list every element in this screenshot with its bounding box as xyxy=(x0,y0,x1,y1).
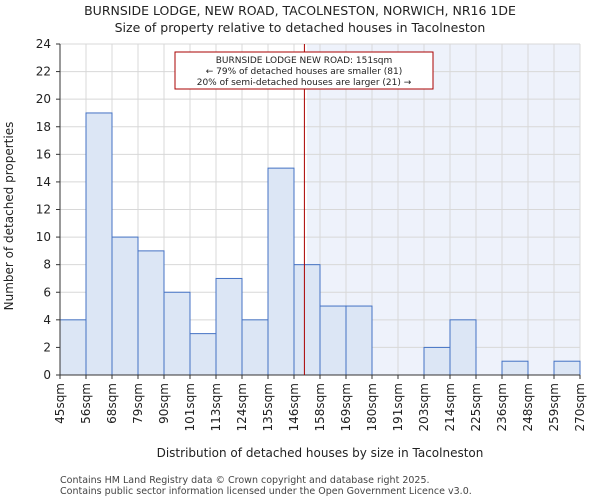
chart-container: BURNSIDE LODGE, NEW ROAD, TACOLNESTON, N… xyxy=(0,0,600,500)
y-tick-label: 0 xyxy=(43,368,51,382)
x-tick-label: 225sqm xyxy=(469,383,483,431)
bar xyxy=(216,278,242,375)
bar xyxy=(346,306,372,375)
y-tick-label: 22 xyxy=(36,65,51,79)
footer-line-1: Contains HM Land Registry data © Crown c… xyxy=(60,475,430,486)
y-tick-label: 14 xyxy=(36,175,51,189)
x-tick-label: 101sqm xyxy=(183,383,197,431)
y-tick-label: 2 xyxy=(43,340,51,354)
x-tick-label: 79sqm xyxy=(131,383,145,424)
bar xyxy=(294,265,320,375)
x-tick-label: 135sqm xyxy=(261,383,275,431)
x-tick-label: 203sqm xyxy=(417,383,431,431)
x-tick-label: 68sqm xyxy=(105,383,119,424)
bar xyxy=(450,320,476,375)
x-tick-label: 180sqm xyxy=(365,383,379,431)
annotation-line-2: ← 79% of detached houses are smaller (81… xyxy=(206,67,403,77)
x-tick-label: 45sqm xyxy=(53,383,67,424)
x-axis-label: Distribution of detached houses by size … xyxy=(157,446,484,460)
y-tick-label: 8 xyxy=(43,258,51,272)
y-tick-label: 6 xyxy=(43,285,51,299)
y-axis-label: Number of detached properties xyxy=(2,122,16,311)
bar xyxy=(86,113,112,375)
chart-subtitle: Size of property relative to detached ho… xyxy=(115,20,486,35)
y-tick-label: 4 xyxy=(43,313,51,327)
bar xyxy=(320,306,346,375)
y-tick-label: 18 xyxy=(36,120,51,134)
x-tick-label: 236sqm xyxy=(495,383,509,431)
bar xyxy=(60,320,86,375)
x-tick-label: 146sqm xyxy=(287,383,301,431)
bar xyxy=(190,334,216,375)
x-tick-label: 191sqm xyxy=(391,383,405,431)
y-tick-label: 20 xyxy=(36,92,51,106)
x-tick-label: 56sqm xyxy=(79,383,93,424)
chart-title: BURNSIDE LODGE, NEW ROAD, TACOLNESTON, N… xyxy=(84,3,516,18)
x-tick-label: 90sqm xyxy=(157,383,171,424)
annotation-line-3: 20% of semi-detached houses are larger (… xyxy=(197,78,412,88)
y-tick-label: 16 xyxy=(36,147,51,161)
bar xyxy=(112,237,138,375)
histogram-chart: BURNSIDE LODGE, NEW ROAD, TACOLNESTON, N… xyxy=(0,0,600,500)
x-tick-label: 158sqm xyxy=(313,383,327,431)
annotation-line-1: BURNSIDE LODGE NEW ROAD: 151sqm xyxy=(216,56,393,66)
footer-line-2: Contains public sector information licen… xyxy=(60,486,472,497)
bar xyxy=(164,292,190,375)
x-tick-label: 113sqm xyxy=(209,383,223,431)
bar xyxy=(268,168,294,375)
x-tick-label: 169sqm xyxy=(339,383,353,431)
x-tick-label: 214sqm xyxy=(443,383,457,431)
x-tick-label: 259sqm xyxy=(547,383,561,431)
x-tick-label: 124sqm xyxy=(235,383,249,431)
x-tick-label: 270sqm xyxy=(573,383,587,431)
bar xyxy=(502,361,528,375)
bar xyxy=(554,361,580,375)
y-tick-label: 12 xyxy=(36,203,51,217)
x-tick-label: 248sqm xyxy=(521,383,535,431)
y-tick-label: 10 xyxy=(36,230,51,244)
bar xyxy=(424,347,450,375)
bar xyxy=(138,251,164,375)
y-tick-label: 24 xyxy=(36,37,51,51)
bar xyxy=(242,320,268,375)
